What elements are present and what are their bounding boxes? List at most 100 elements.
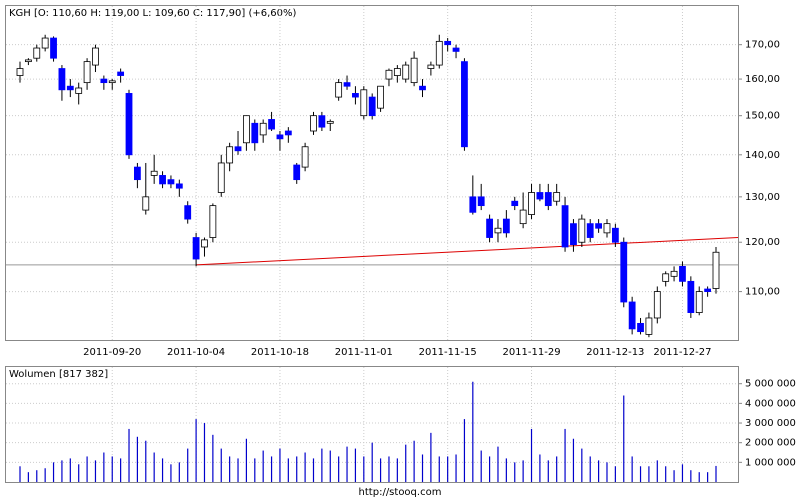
candle-body	[352, 93, 359, 98]
y-tick-label: 140,00	[745, 150, 780, 161]
candle-body	[544, 192, 552, 207]
candle-body	[603, 223, 611, 234]
candle-body	[519, 209, 527, 225]
candle-body	[377, 85, 384, 109]
candle-body	[687, 280, 695, 313]
candle-body	[268, 119, 275, 130]
candle-body	[301, 146, 309, 168]
y-tick-label: 3 000 000	[745, 418, 796, 429]
candle-body	[620, 241, 628, 303]
chart-title: KGH [O: 110,60 H: 119,00 L: 109,60 C: 11…	[9, 8, 296, 19]
candle-body	[528, 192, 535, 215]
candle-body	[578, 218, 586, 243]
candle-body	[343, 82, 351, 87]
candle-body	[695, 291, 703, 313]
y-tick-label: 150,00	[745, 111, 780, 122]
candle-body	[66, 85, 74, 91]
candle-body	[318, 115, 326, 128]
candle-body	[92, 47, 99, 66]
candle-body	[117, 71, 125, 76]
candle-body	[645, 317, 653, 335]
candle-body	[611, 227, 619, 243]
candle-body	[502, 218, 510, 234]
x-tick-label: 2011-12-27	[653, 347, 711, 358]
candle-body	[150, 170, 158, 176]
candle-body	[368, 96, 376, 117]
candle-body	[360, 89, 368, 117]
candle-body	[494, 227, 502, 234]
candle-body	[653, 291, 661, 319]
candle-body	[125, 93, 133, 156]
candle-body	[209, 205, 217, 238]
candle-body	[570, 223, 577, 246]
x-tick-label: 2011-09-20	[83, 347, 141, 358]
volume-panel	[5, 366, 739, 483]
y-tick-label: 1 000 000	[745, 457, 796, 468]
candle-body	[679, 265, 686, 282]
candle-body	[553, 192, 561, 202]
candle-body	[226, 146, 234, 164]
candle-body	[536, 192, 544, 200]
candle-body	[167, 179, 175, 185]
candle-body	[142, 196, 150, 211]
candle-body	[461, 61, 468, 148]
trend-line	[196, 237, 739, 266]
candle-body	[75, 87, 83, 94]
y-tick-label: 5 000 000	[745, 379, 796, 390]
candle-body	[133, 166, 141, 181]
candle-body	[628, 301, 636, 330]
candle-body	[419, 85, 426, 91]
y-tick-label: 130,00	[745, 192, 780, 203]
x-tick-label: 2011-11-15	[419, 347, 477, 358]
candle-body	[393, 68, 401, 76]
candle-body	[670, 270, 678, 277]
source: http://stooq.com	[359, 487, 442, 498]
x-tick-label: 2011-10-18	[251, 347, 309, 358]
candle-body	[100, 78, 108, 84]
y-tick-label: 4 000 000	[745, 398, 796, 409]
candle-body	[243, 115, 250, 144]
candle-body	[427, 64, 435, 69]
candle-body	[586, 223, 594, 238]
candle-body	[595, 223, 603, 229]
candle-body	[58, 68, 66, 91]
candle-body	[326, 120, 334, 124]
candle-body	[637, 322, 644, 333]
x-tick-label: 2011-12-13	[586, 347, 644, 358]
candle-body	[712, 251, 720, 289]
x-tick-label: 2011-11-29	[502, 347, 560, 358]
candle-body	[217, 162, 225, 193]
candle-body	[83, 61, 91, 84]
candle-body	[251, 122, 259, 144]
price-panel	[5, 5, 739, 341]
candle-body	[259, 122, 267, 136]
candle-body	[234, 146, 242, 152]
candle-body	[469, 196, 477, 213]
candle-body	[335, 82, 343, 98]
candle-body	[192, 237, 200, 260]
candle-body	[50, 37, 57, 59]
candle-body	[402, 64, 410, 80]
candle-body	[293, 164, 301, 181]
candle-body	[662, 273, 670, 282]
y-tick-label: 2 000 000	[745, 438, 796, 449]
candle-body	[41, 37, 49, 49]
candle-body	[435, 40, 443, 66]
candle-body	[159, 175, 166, 185]
volume-label: Wolumen [817 382]	[9, 369, 108, 380]
candle-body	[184, 205, 192, 220]
candle-body	[201, 239, 208, 248]
candle-body	[486, 218, 493, 238]
y-tick-label: 110,00	[745, 287, 780, 298]
y-tick-label: 160,00	[745, 74, 780, 85]
candle-body	[16, 68, 24, 76]
candle-body	[410, 57, 418, 84]
candle-body	[511, 200, 519, 207]
candle-body	[385, 69, 393, 80]
candle-body	[175, 183, 183, 189]
y-tick-label: 120,00	[745, 237, 780, 248]
y-tick-label: 170,00	[745, 40, 780, 51]
